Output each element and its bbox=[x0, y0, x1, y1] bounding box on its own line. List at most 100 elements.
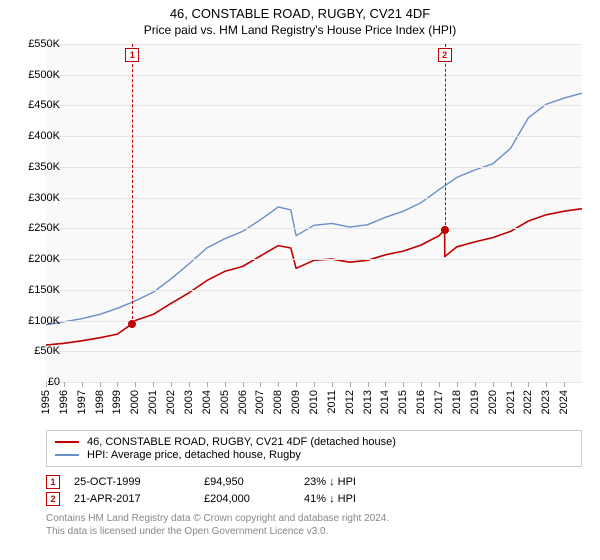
transaction-row: 2 21-APR-2017 £204,000 41% ↓ HPI bbox=[46, 492, 582, 506]
transaction-price: £94,950 bbox=[204, 476, 304, 488]
marker-dropline bbox=[132, 44, 133, 324]
y-tick-label: £400K bbox=[28, 130, 60, 142]
x-tick-label: 2012 bbox=[344, 390, 356, 414]
x-tick-label: 2001 bbox=[147, 390, 159, 414]
x-tick-label: 2013 bbox=[362, 390, 374, 414]
footnote: Contains HM Land Registry data © Crown c… bbox=[46, 512, 582, 538]
x-tick bbox=[171, 382, 172, 387]
footnote-line: This data is licensed under the Open Gov… bbox=[46, 525, 582, 538]
x-tick bbox=[296, 382, 297, 387]
x-tick bbox=[189, 382, 190, 387]
x-tick-label: 2014 bbox=[379, 390, 391, 414]
x-tick-label: 2020 bbox=[487, 390, 499, 414]
marker-label: 1 bbox=[125, 48, 139, 62]
x-tick bbox=[475, 382, 476, 387]
x-tick bbox=[117, 382, 118, 387]
y-tick-label: £200K bbox=[28, 253, 60, 265]
x-tick bbox=[260, 382, 261, 387]
x-tick-label: 2010 bbox=[308, 390, 320, 414]
chart-container: 46, CONSTABLE ROAD, RUGBY, CV21 4DF Pric… bbox=[0, 0, 600, 560]
x-tick-label: 2002 bbox=[165, 390, 177, 414]
x-tick bbox=[82, 382, 83, 387]
x-tick-label: 1997 bbox=[76, 390, 88, 414]
chart-title: 46, CONSTABLE ROAD, RUGBY, CV21 4DF bbox=[0, 6, 600, 21]
x-tick bbox=[368, 382, 369, 387]
x-tick-label: 2007 bbox=[254, 390, 266, 414]
chart-subtitle: Price paid vs. HM Land Registry's House … bbox=[0, 23, 600, 37]
grid-line bbox=[46, 136, 582, 137]
x-tick-label: 2015 bbox=[397, 390, 409, 414]
x-tick-label: 2003 bbox=[183, 390, 195, 414]
grid-line bbox=[46, 321, 582, 322]
x-tick-label: 1998 bbox=[94, 390, 106, 414]
x-tick-label: 1999 bbox=[111, 390, 123, 414]
grid-line bbox=[46, 290, 582, 291]
y-tick-label: £250K bbox=[28, 222, 60, 234]
legend-swatch bbox=[55, 454, 79, 456]
x-tick bbox=[457, 382, 458, 387]
y-tick-label: £300K bbox=[28, 192, 60, 204]
footnote-line: Contains HM Land Registry data © Crown c… bbox=[46, 512, 582, 525]
marker-dropline bbox=[445, 44, 446, 230]
x-tick bbox=[332, 382, 333, 387]
chart-titles: 46, CONSTABLE ROAD, RUGBY, CV21 4DF Pric… bbox=[0, 0, 600, 37]
grid-line bbox=[46, 259, 582, 260]
x-tick bbox=[403, 382, 404, 387]
x-tick bbox=[546, 382, 547, 387]
x-tick-label: 2005 bbox=[219, 390, 231, 414]
grid-line bbox=[46, 167, 582, 168]
x-tick bbox=[100, 382, 101, 387]
x-tick-label: 2016 bbox=[415, 390, 427, 414]
x-tick bbox=[439, 382, 440, 387]
x-tick-label: 2011 bbox=[326, 390, 338, 414]
plot-area: 12 bbox=[46, 44, 582, 382]
x-tick bbox=[421, 382, 422, 387]
marker-label: 2 bbox=[438, 48, 452, 62]
legend-area: 46, CONSTABLE ROAD, RUGBY, CV21 4DF (det… bbox=[46, 430, 582, 538]
x-tick bbox=[493, 382, 494, 387]
y-tick-label: £50K bbox=[34, 345, 60, 357]
marker-dot bbox=[441, 226, 449, 234]
transaction-marker-icon: 2 bbox=[46, 492, 60, 506]
grid-line bbox=[46, 44, 582, 45]
y-tick-label: £550K bbox=[28, 38, 60, 50]
legend-label: HPI: Average price, detached house, Rugb… bbox=[87, 449, 301, 461]
x-tick bbox=[135, 382, 136, 387]
legend-box: 46, CONSTABLE ROAD, RUGBY, CV21 4DF (det… bbox=[46, 430, 582, 467]
chart-lines bbox=[46, 44, 582, 382]
transaction-marker-icon: 1 bbox=[46, 475, 60, 489]
transaction-delta: 23% ↓ HPI bbox=[304, 476, 424, 488]
marker-dot bbox=[128, 320, 136, 328]
x-tick-label: 2021 bbox=[505, 390, 517, 414]
y-tick-label: £350K bbox=[28, 161, 60, 173]
x-tick bbox=[385, 382, 386, 387]
x-tick-label: 2024 bbox=[558, 390, 570, 414]
x-tick-label: 2018 bbox=[451, 390, 463, 414]
y-tick-label: £450K bbox=[28, 99, 60, 111]
x-tick bbox=[314, 382, 315, 387]
x-tick bbox=[564, 382, 565, 387]
x-tick-label: 2023 bbox=[540, 390, 552, 414]
x-axis: 1995199619971998199920002001200220032004… bbox=[46, 382, 582, 426]
legend-row: HPI: Average price, detached house, Rugb… bbox=[55, 449, 573, 461]
legend-label: 46, CONSTABLE ROAD, RUGBY, CV21 4DF (det… bbox=[87, 436, 396, 448]
legend-row: 46, CONSTABLE ROAD, RUGBY, CV21 4DF (det… bbox=[55, 436, 573, 448]
x-tick bbox=[528, 382, 529, 387]
x-tick-label: 2019 bbox=[469, 390, 481, 414]
grid-line bbox=[46, 105, 582, 106]
legend-swatch bbox=[55, 441, 79, 443]
x-tick bbox=[225, 382, 226, 387]
transaction-delta: 41% ↓ HPI bbox=[304, 493, 424, 505]
x-tick-label: 2009 bbox=[290, 390, 302, 414]
x-tick bbox=[64, 382, 65, 387]
y-tick-label: £150K bbox=[28, 284, 60, 296]
transaction-date: 21-APR-2017 bbox=[74, 493, 204, 505]
x-tick-label: 2022 bbox=[522, 390, 534, 414]
grid-line bbox=[46, 228, 582, 229]
y-tick-label: £100K bbox=[28, 315, 60, 327]
x-tick bbox=[511, 382, 512, 387]
x-tick-label: 1995 bbox=[40, 390, 52, 414]
x-tick bbox=[243, 382, 244, 387]
x-tick bbox=[278, 382, 279, 387]
x-tick-label: 2000 bbox=[129, 390, 141, 414]
